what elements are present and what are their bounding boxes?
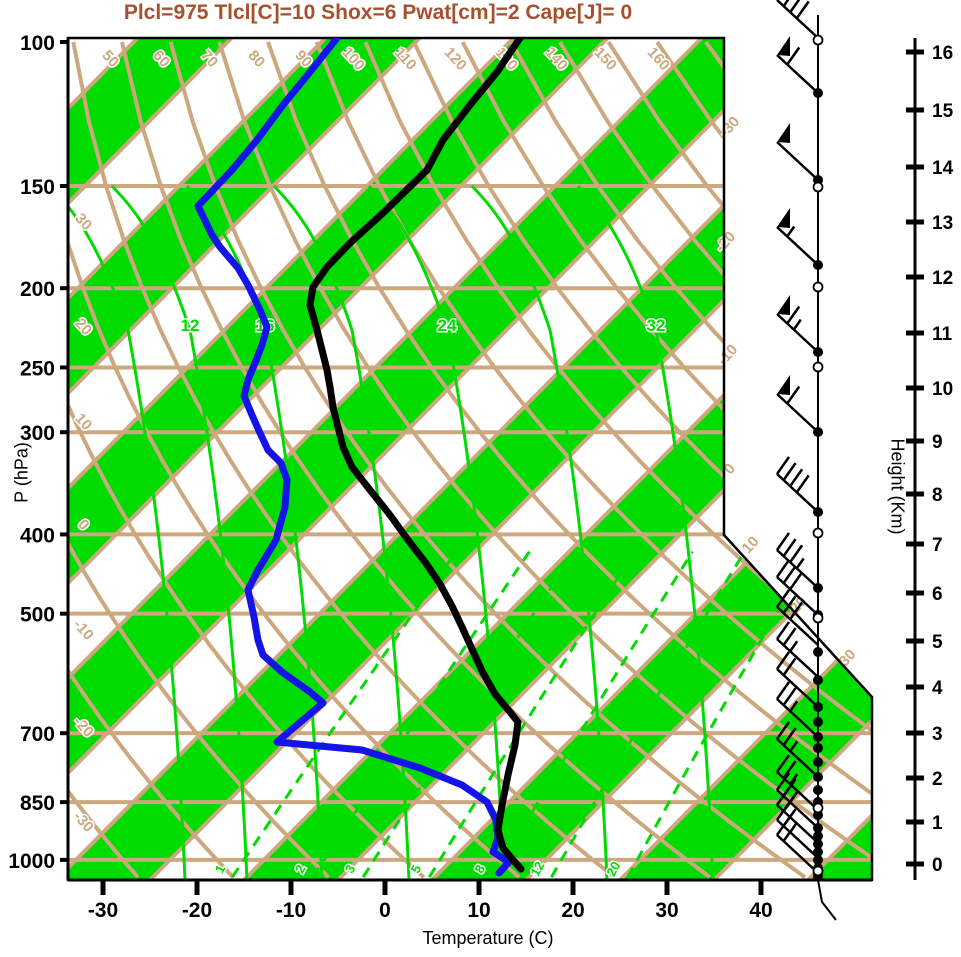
svg-text:10: 10 (467, 899, 490, 922)
svg-text:7: 7 (932, 535, 943, 556)
svg-text:24: 24 (438, 316, 457, 335)
svg-text:10: 10 (932, 379, 953, 400)
svg-text:70: 70 (197, 47, 221, 71)
svg-text:200: 200 (20, 278, 55, 301)
svg-text:-30: -30 (716, 113, 743, 140)
svg-text:12: 12 (932, 268, 953, 289)
svg-text:1: 1 (932, 813, 943, 834)
svg-text:20: 20 (561, 899, 584, 922)
svg-text:11: 11 (932, 324, 953, 345)
pressure-axis-label: P (hPa) (11, 442, 32, 503)
svg-text:40: 40 (749, 899, 772, 922)
svg-text:400: 400 (20, 524, 55, 547)
svg-text:5: 5 (932, 632, 943, 653)
temperature-axis: -30 -20 -10 0 10 20 30 40 (88, 881, 773, 922)
moist-adiabat-lines (68, 184, 715, 880)
svg-text:-20: -20 (182, 899, 212, 922)
svg-text:0: 0 (379, 899, 391, 922)
svg-text:150: 150 (20, 176, 55, 199)
svg-text:13: 13 (932, 213, 953, 234)
svg-text:4: 4 (932, 678, 943, 699)
svg-text:12: 12 (181, 316, 200, 335)
svg-text:9: 9 (932, 432, 943, 453)
svg-text:-10: -10 (276, 899, 306, 922)
plot-frame (66, 36, 874, 882)
svg-text:8: 8 (932, 485, 943, 506)
svg-text:-30: -30 (70, 808, 97, 835)
pressure-axis: 100 150 200 250 300 400 500 700 850 1000 (8, 32, 68, 873)
svg-text:0: 0 (932, 855, 943, 876)
svg-text:14: 14 (932, 158, 954, 179)
svg-text:-10: -10 (70, 616, 97, 643)
svg-text:1000: 1000 (8, 850, 55, 873)
svg-text:700: 700 (20, 723, 55, 746)
svg-text:80: 80 (244, 47, 268, 71)
wind-barb-column (775, 0, 837, 921)
chart-title: Plcl=975 Tlcl[C]=10 Shox=6 Pwat[cm]=2 Ca… (123, 1, 633, 24)
svg-text:500: 500 (20, 604, 55, 627)
svg-text:2: 2 (932, 769, 943, 790)
svg-text:16: 16 (932, 43, 953, 64)
svg-text:100: 100 (20, 32, 55, 55)
svg-text:-30: -30 (88, 899, 118, 922)
svg-text:850: 850 (20, 792, 55, 815)
dewpoint-curve (194, 38, 513, 877)
svg-text:300: 300 (20, 422, 55, 445)
temperature-curve (306, 38, 525, 873)
height-axis-label: Height (Km) (887, 438, 908, 535)
svg-text:6: 6 (932, 584, 943, 605)
svg-text:3: 3 (932, 724, 943, 745)
svg-text:-10: -10 (714, 341, 741, 368)
svg-text:15: 15 (932, 101, 954, 122)
mixing-ratio-lines (230, 550, 815, 879)
svg-text:32: 32 (647, 316, 666, 335)
temperature-axis-label: Temperature (C) (422, 928, 554, 948)
svg-text:30: 30 (655, 899, 678, 922)
svg-text:250: 250 (20, 357, 55, 380)
